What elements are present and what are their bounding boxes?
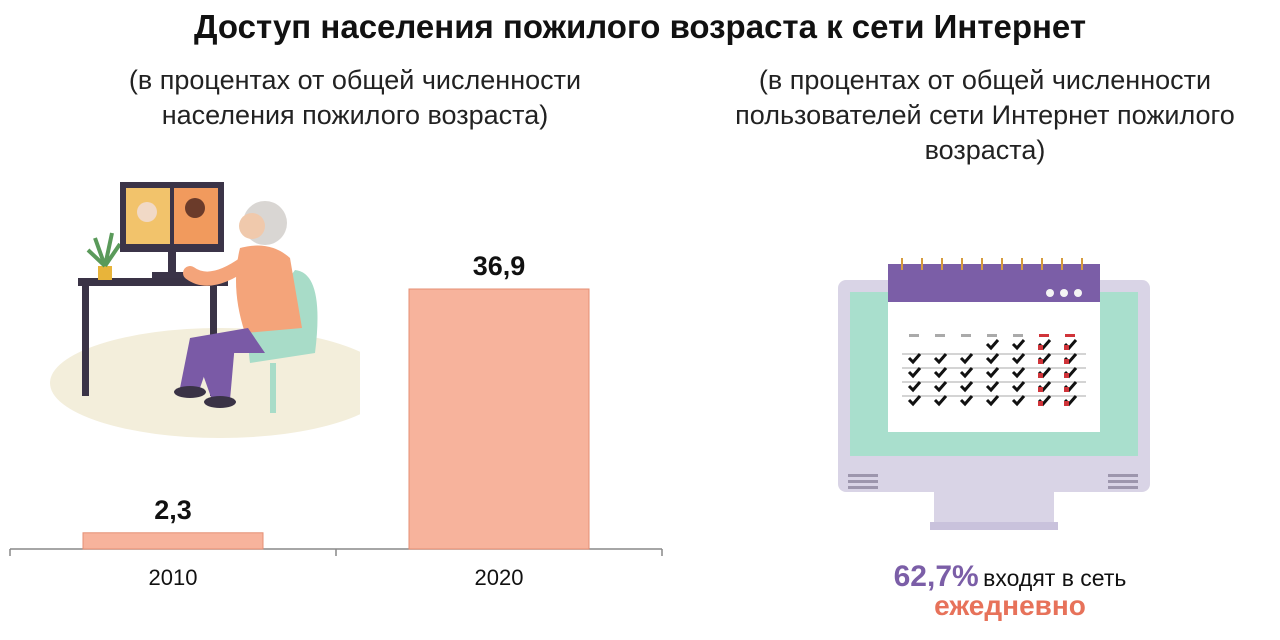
calendar-weekday-mark xyxy=(935,334,945,337)
check-icon xyxy=(907,395,922,407)
elderly-woman-at-computer-illustration xyxy=(50,182,360,438)
weekend-mark xyxy=(1038,373,1043,378)
check-icon xyxy=(1011,395,1026,407)
bar-chart: 2,3 2010 36,9 2020 xyxy=(9,251,663,590)
check-icon xyxy=(959,353,974,365)
weekend-mark xyxy=(1038,345,1043,350)
subtitle-left: (в процентах от общей численности населе… xyxy=(128,65,582,130)
check-icon xyxy=(985,353,1000,365)
check-icon xyxy=(1011,339,1026,351)
x-tick-label-2020: 2020 xyxy=(475,565,524,590)
check-icon xyxy=(1011,353,1026,365)
data-label-2020: 36,9 xyxy=(473,251,526,281)
x-tick-label-2010: 2010 xyxy=(149,565,198,590)
calendar-weekday-mark xyxy=(961,334,971,337)
check-icon xyxy=(959,367,974,379)
page-title: Доступ населения пожилого возраста к сет… xyxy=(193,8,1087,45)
check-icon xyxy=(933,381,948,393)
check-icon xyxy=(907,367,922,379)
weekend-mark xyxy=(1064,387,1069,392)
check-icon xyxy=(959,381,974,393)
stat-percent: 62,7% xyxy=(893,560,979,593)
data-label-2010: 2,3 xyxy=(154,495,192,525)
check-icon xyxy=(985,395,1000,407)
stat-text: входят в сеть xyxy=(983,565,1127,591)
calendar-weekday-mark xyxy=(1065,334,1075,337)
subtitle-right: (в процентах от общей численности пользо… xyxy=(735,65,1235,165)
weekend-mark xyxy=(1064,401,1069,406)
check-icon xyxy=(1011,381,1026,393)
check-icon xyxy=(933,367,948,379)
check-icon xyxy=(985,339,1000,351)
check-icon xyxy=(933,353,948,365)
calendar-weekday-mark xyxy=(987,334,997,337)
bar-2020 xyxy=(408,288,590,550)
weekend-mark xyxy=(1064,359,1069,364)
stat-emphasis: ежедневно xyxy=(934,590,1086,621)
daily-usage-stat: 62,7% входят в сеть ежедневно xyxy=(800,560,1220,622)
check-icon xyxy=(985,381,1000,393)
weekend-mark xyxy=(1064,345,1069,350)
check-icon xyxy=(907,353,922,365)
weekend-mark xyxy=(1038,387,1043,392)
weekend-mark xyxy=(1038,401,1043,406)
calendar-weekday-mark xyxy=(1039,334,1049,337)
check-icon xyxy=(959,395,974,407)
check-icon xyxy=(933,395,948,407)
calendar-weekday-mark xyxy=(1013,334,1023,337)
check-icon xyxy=(985,367,1000,379)
bar-2010 xyxy=(82,532,264,550)
calendar-weekday-mark xyxy=(909,334,919,337)
check-icon xyxy=(907,381,922,393)
weekend-mark xyxy=(1038,359,1043,364)
calendar-monitor-illustration xyxy=(838,258,1150,530)
weekend-mark xyxy=(1064,373,1069,378)
check-icon xyxy=(1011,367,1026,379)
